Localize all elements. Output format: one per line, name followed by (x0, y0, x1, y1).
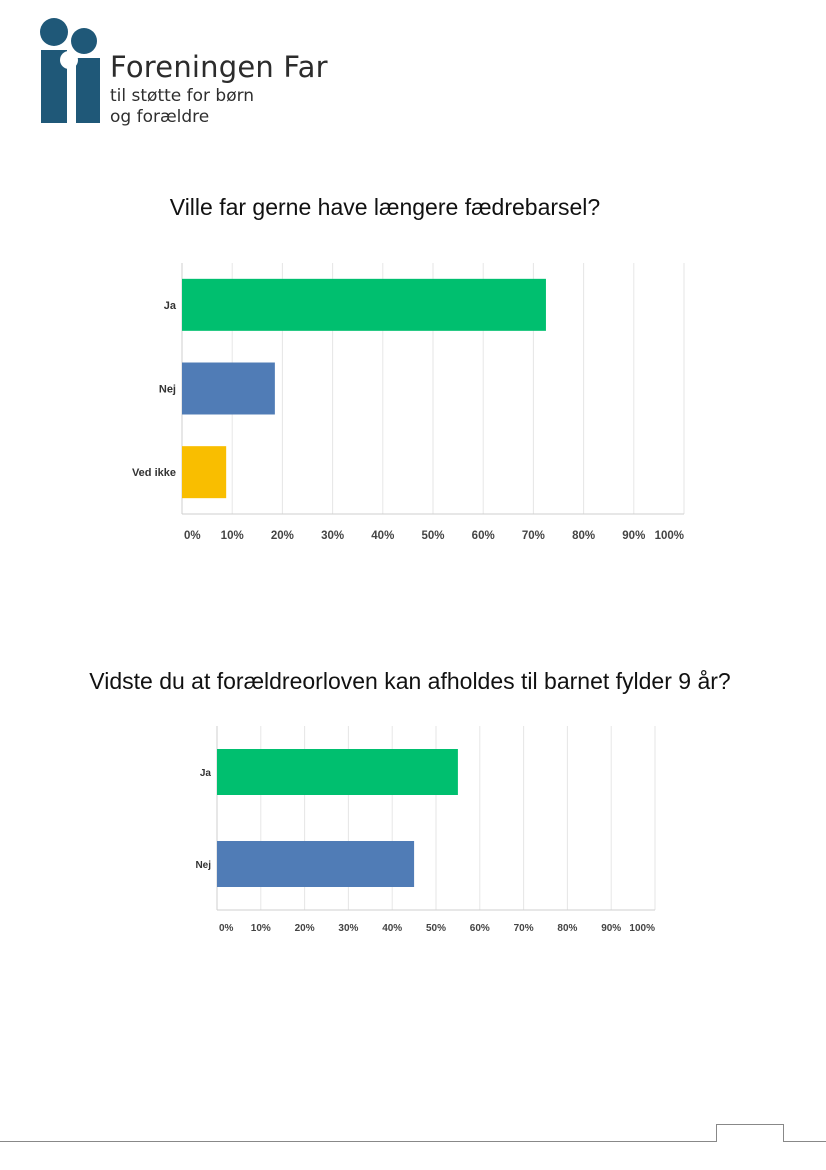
foreningen-far-logo: Foreningen Far til støtte for børn og fo… (36, 16, 328, 127)
chart-2: Ja Nej 0% 10% 20% 30% 40% 50% 60% 70% 80% 90% 100% (195, 726, 656, 934)
chart-1-tick-label: 10% (221, 530, 244, 542)
chart-1-tick-label: 90% (622, 530, 645, 542)
chart-1-tick-label: 80% (572, 530, 595, 542)
chart-1-tick-label: 100% (655, 530, 684, 542)
chart-2-tick-label: 40% (382, 923, 402, 934)
chart-2-tick-label: 10% (251, 923, 271, 934)
logo-figures-icon (40, 18, 100, 123)
footer-rule (0, 1141, 826, 1142)
chart-1-tick-label: 30% (321, 530, 344, 542)
chart-1-tick-label: 20% (271, 530, 294, 542)
chart-1-bar-0 (182, 278, 546, 331)
chart-2-category-label: Ja (200, 768, 212, 779)
chart-1-category-label: Ja (164, 300, 177, 312)
chart-2-tick-label: 30% (338, 923, 358, 934)
logo-name: Foreningen Far (110, 50, 328, 84)
chart-1-bar-2 (182, 446, 227, 499)
chart-1-tick-label: 60% (472, 530, 495, 542)
chart-2-tick-label: 80% (557, 923, 577, 934)
chart-1-title: Ville far gerne have længere fædrebarsel… (169, 194, 601, 220)
chart-2-bar-0 (217, 749, 458, 795)
chart-2-tick-label: 50% (426, 923, 446, 934)
chart-1-category-label: Ved ikke (132, 467, 176, 479)
page-number-tab (716, 1124, 784, 1142)
chart-1-bar-1 (182, 362, 275, 415)
logo-tagline-2: og forældre (110, 107, 210, 127)
chart-1-category-label: Nej (159, 384, 176, 396)
chart-2-tick-label: 20% (295, 923, 315, 934)
chart-2-tick-label: 70% (514, 923, 534, 934)
chart-2-bar-1 (217, 841, 415, 887)
chart-1-tick-label: 70% (522, 530, 545, 542)
chart-2-tick-label: 100% (629, 923, 655, 934)
chart-1-tick-label: 40% (371, 530, 394, 542)
chart-2-title: Vidste du at forældreorloven kan afholde… (89, 668, 731, 694)
chart-2-tick-label: 90% (601, 923, 621, 934)
chart-1-tick-label: 0% (184, 530, 201, 542)
chart-2-category-label: Nej (195, 860, 211, 871)
logo-tagline-1: til støtte for børn (110, 86, 255, 106)
chart-1: Ja Nej Ved ikke 0% 10% 20% 30% 40% 50% 60% 70% 80% 9… (132, 263, 685, 542)
chart-2-tick-label: 60% (470, 923, 490, 934)
chart-2-tick-label: 0% (219, 923, 234, 934)
chart-1-tick-label: 50% (421, 530, 444, 542)
